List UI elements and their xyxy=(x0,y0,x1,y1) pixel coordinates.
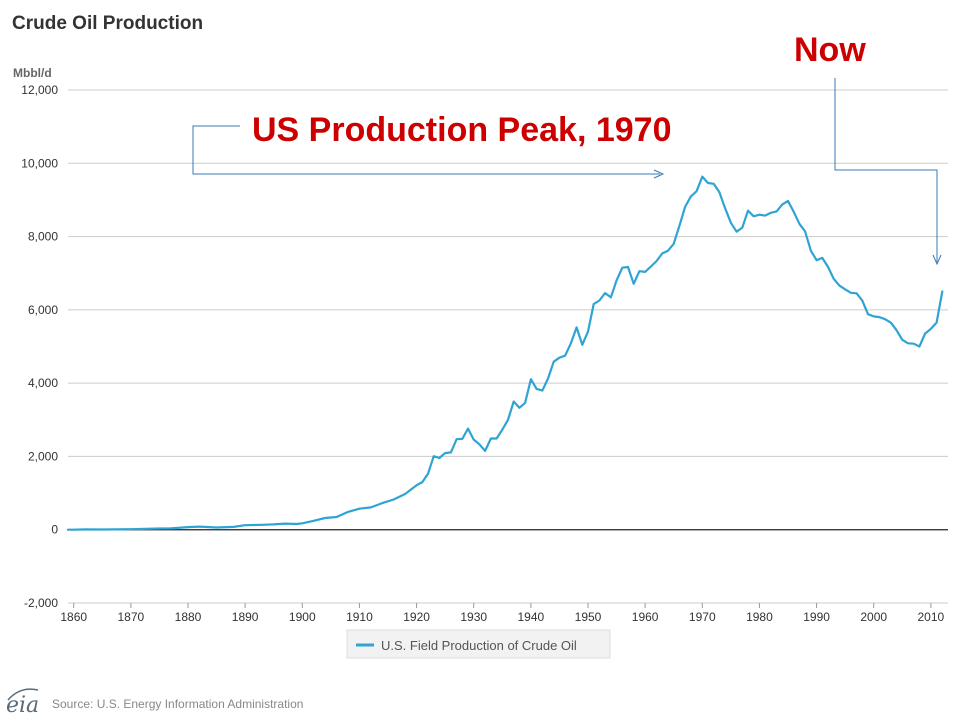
x-tick-label: 1970 xyxy=(689,610,716,624)
x-tick-label: 1880 xyxy=(175,610,202,624)
eia-logo: eia xyxy=(6,693,39,718)
eia-logo-swoosh-icon xyxy=(7,688,39,701)
source-text: Source: U.S. Energy Information Administ… xyxy=(52,697,303,711)
peak-annotation-connector xyxy=(192,125,660,175)
x-tick-label: 1910 xyxy=(346,610,373,624)
x-tick-label: 1940 xyxy=(518,610,545,624)
now-annotation-text: Now xyxy=(794,31,866,69)
x-tick-label: 2010 xyxy=(918,610,945,624)
x-tick-label: 2000 xyxy=(860,610,887,624)
y-tick-label: 10,000 xyxy=(21,156,58,170)
legend-label: U.S. Field Production of Crude Oil xyxy=(381,638,577,653)
x-tick-label: 1930 xyxy=(460,610,487,624)
x-tick-label: 1980 xyxy=(746,610,773,624)
y-tick-label: 0 xyxy=(51,523,58,537)
y-unit-label: Mbbl/d xyxy=(13,66,52,80)
peak-annotation-text: US Production Peak, 1970 xyxy=(252,111,672,149)
x-tick-label: 1950 xyxy=(575,610,602,624)
x-tick-label: 1920 xyxy=(403,610,430,624)
now-arrow-icon xyxy=(932,254,942,266)
footer: eia Source: U.S. Energy Information Admi… xyxy=(6,688,303,718)
y-tick-label: 6,000 xyxy=(28,303,58,317)
series-line-us-field-production[interactable] xyxy=(66,175,944,531)
now-annotation: Now xyxy=(794,31,942,266)
x-tick-label: 1960 xyxy=(632,610,659,624)
y-tick-label: -2,000 xyxy=(24,596,58,610)
y-tick-label: 2,000 xyxy=(28,449,58,463)
peak-arrow-icon xyxy=(653,169,665,179)
now-annotation-connector xyxy=(834,78,938,262)
x-tick-label: 1870 xyxy=(118,610,145,624)
x-tick-label: 1890 xyxy=(232,610,259,624)
y-axis-ticks: -2,000 0 2,000 4,000 6,000 8,000 10,000 12,000 xyxy=(21,83,58,610)
legend[interactable]: U.S. Field Production of Crude Oil xyxy=(346,629,611,659)
peak-annotation: US Production Peak, 1970 xyxy=(192,111,672,179)
chart-title: Crude Oil Production xyxy=(12,13,203,34)
x-tick-label: 1900 xyxy=(289,610,316,624)
series-layer xyxy=(66,175,944,531)
y-tick-label: 12,000 xyxy=(21,83,58,97)
x-tick-label: 1860 xyxy=(60,610,87,624)
y-tick-label: 4,000 xyxy=(28,376,58,390)
x-tick-label: 1990 xyxy=(803,610,830,624)
gridlines xyxy=(68,89,948,604)
legend-box xyxy=(346,629,611,659)
x-axis-ticks: 1860 1870 1880 1890 1900 1910 1920 1930 1940 1950… xyxy=(60,603,945,624)
y-tick-label: 8,000 xyxy=(28,230,58,244)
